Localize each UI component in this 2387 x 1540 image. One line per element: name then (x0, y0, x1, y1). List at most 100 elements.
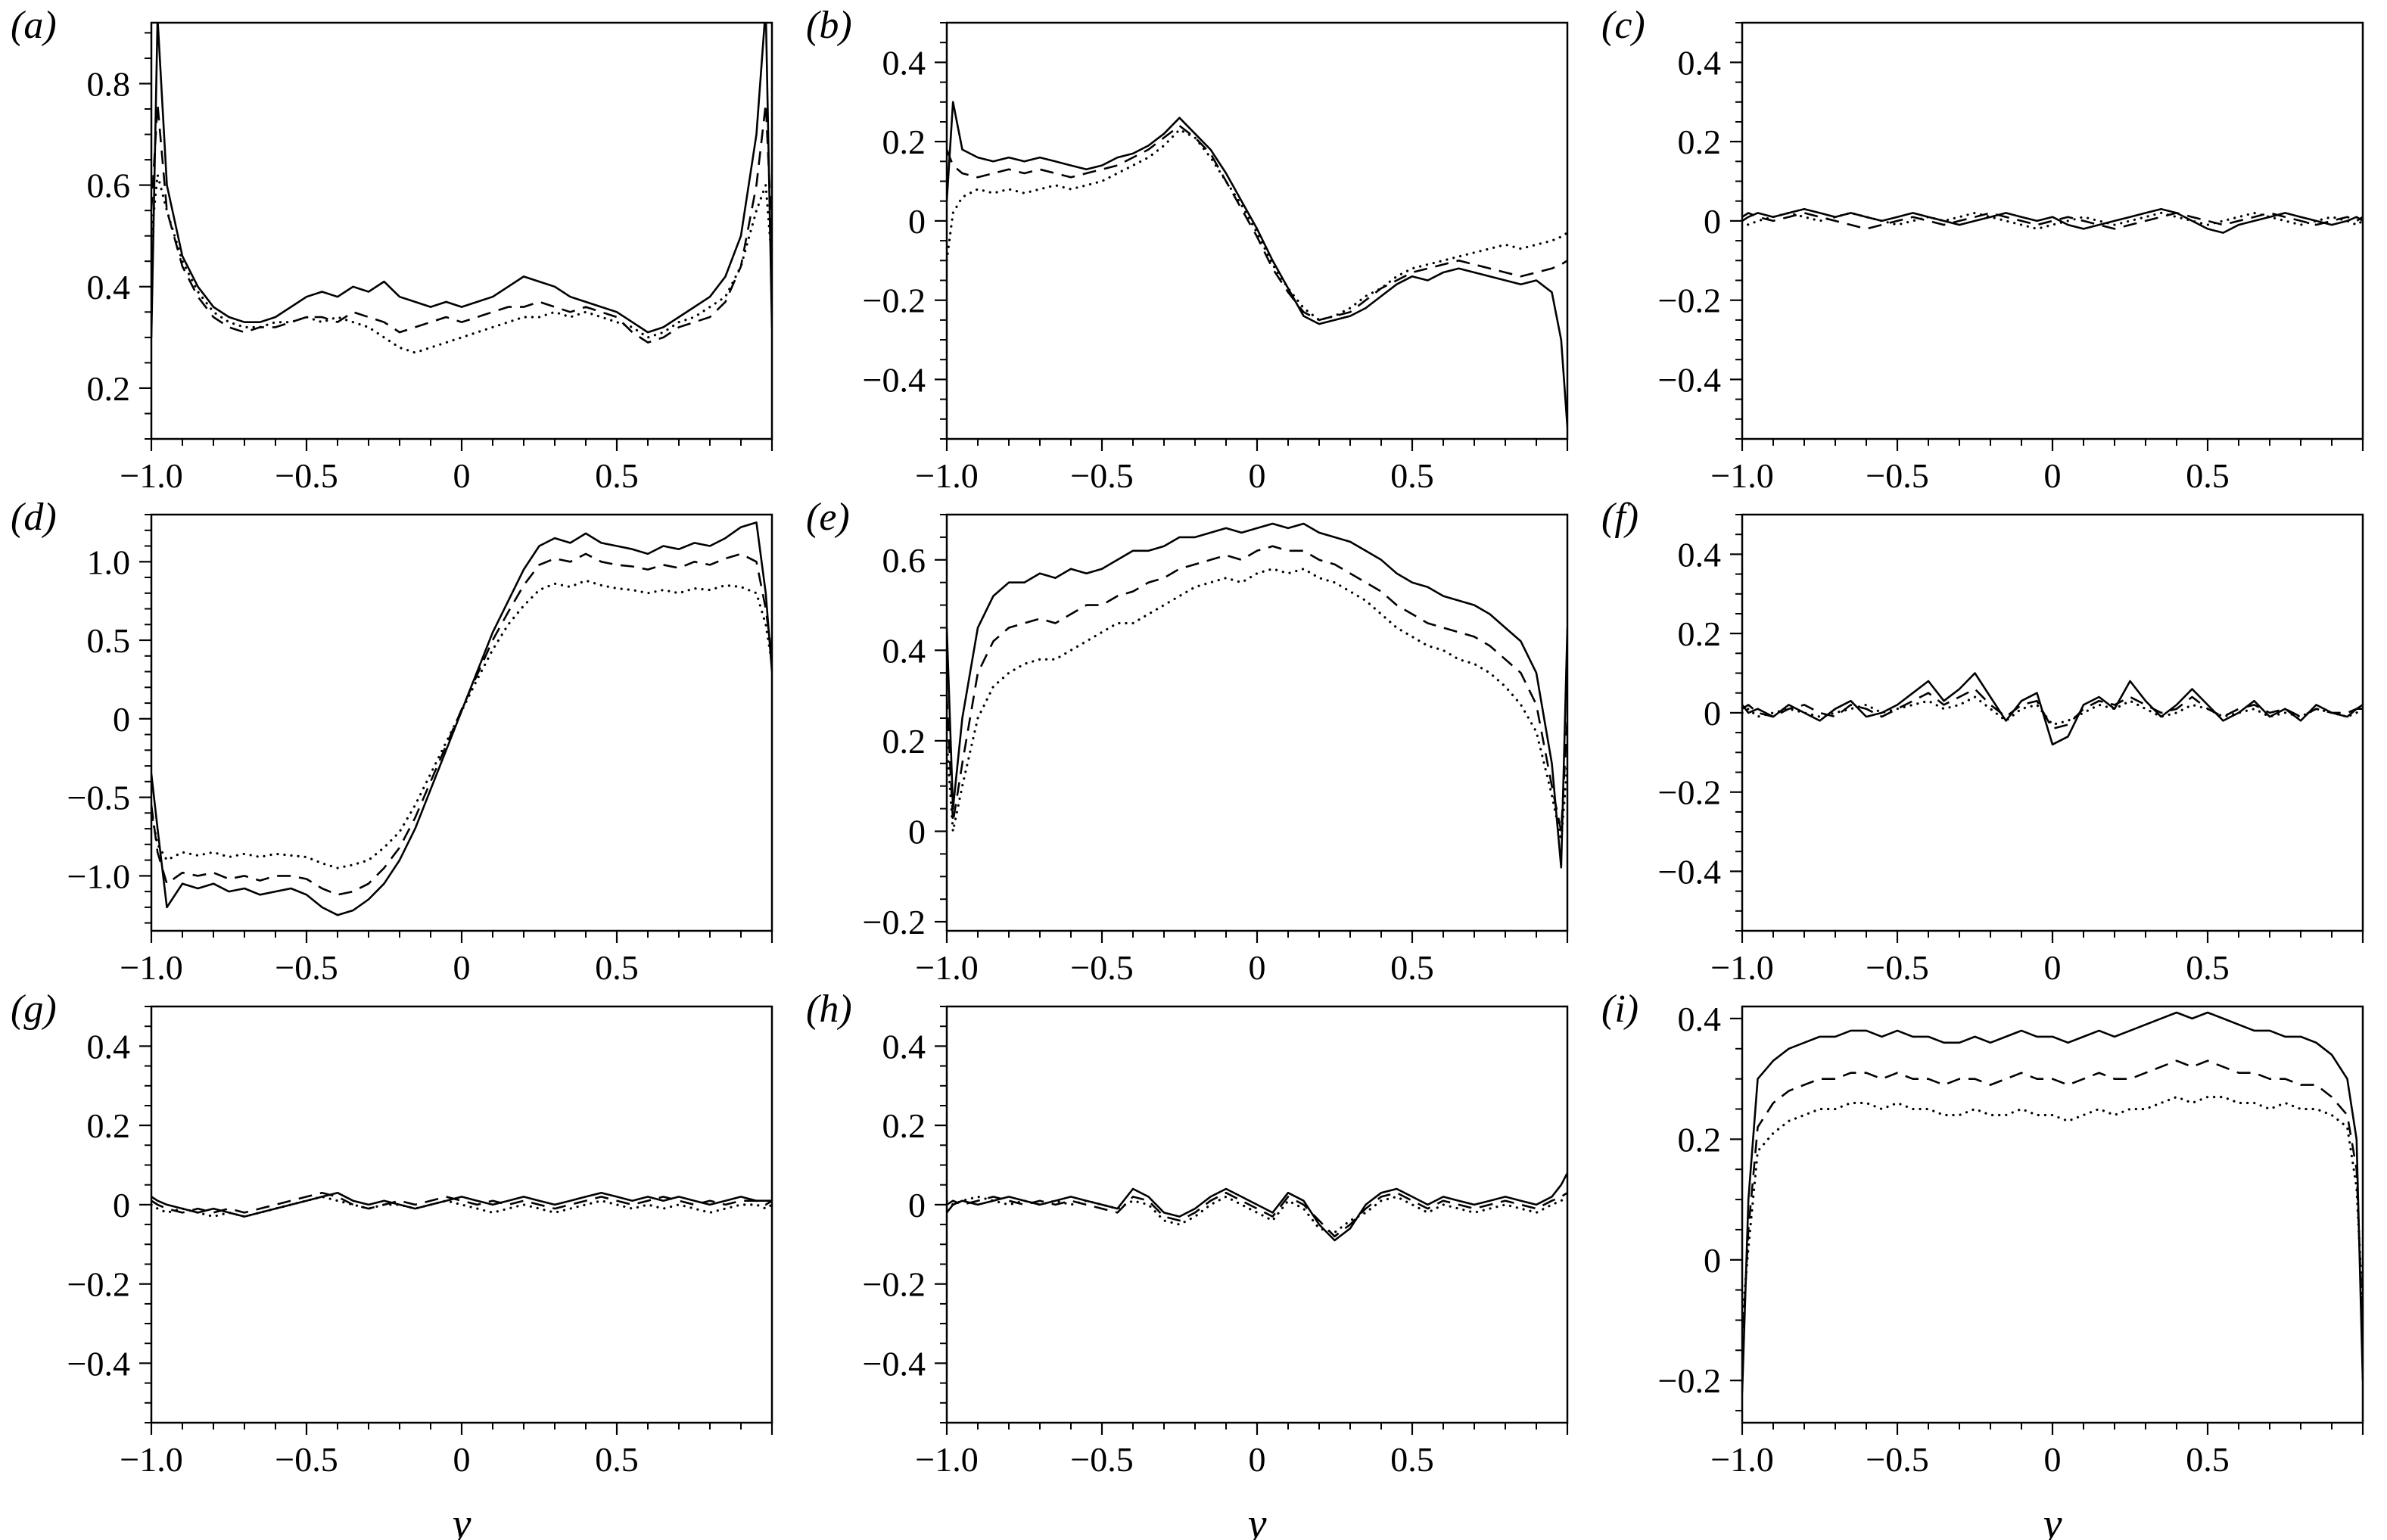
plot-b: −1.0 −0.5 0 0.5 −0.4 −0.2 0 0.2 0.4 (795, 0, 1591, 492)
plot-frame (150, 1005, 773, 1424)
curve-dashed (1742, 1059, 2363, 1351)
y-tick-label: 0.5 (87, 621, 131, 660)
x-tick-label: 0.5 (595, 948, 639, 984)
curve-solid (1742, 672, 2363, 746)
x-tick-label: −0.5 (1070, 948, 1133, 984)
x-tick-label: −0.5 (1866, 456, 1928, 492)
x-tick-label: −0.5 (275, 948, 338, 984)
plot-frame (1741, 21, 2364, 440)
curve-dotted (151, 173, 772, 354)
plot-svg-g: −1.0 −0.5 0 0.5 −0.4 −0.2 0 0.2 0.4 y (67, 1005, 773, 1540)
plot-d: −1.0 −0.5 0 0.5 −1.0 −0.5 0 0.5 1.0 (0, 492, 795, 984)
curve-solid (947, 101, 1567, 428)
y-tick-label: 0.2 (1678, 123, 1722, 161)
y-tick-label: 0.4 (87, 1027, 131, 1066)
panel-label-c: (c) (1601, 4, 1645, 47)
plot-a: −1.0 −0.5 0 0.5 0.2 0.4 0.6 0.8 (0, 0, 795, 492)
y-tick-label: 0 (1704, 202, 1721, 241)
y-tick-label: 0.4 (87, 268, 131, 306)
plot-svg-e: −1.0 −0.5 0 0.5 −0.2 0 0.2 0.4 0.6 (863, 513, 1569, 984)
x-axis-title: y (449, 1501, 471, 1540)
y-tick-label: 0.4 (882, 1027, 926, 1066)
curve-dashed (947, 124, 1567, 322)
y-tick-label: 0 (908, 202, 926, 241)
x-tick-label: 0.5 (2186, 456, 2230, 492)
y-tick-label: 0.8 (87, 65, 131, 104)
x-tick-label: 0 (1249, 1440, 1266, 1479)
y-tick-label: 0 (908, 1186, 926, 1224)
curve-dashed (947, 1191, 1567, 1238)
plot-frame (1741, 513, 2364, 932)
plot-svg-a: −1.0 −0.5 0 0.5 0.2 0.4 0.6 0.8 (87, 21, 773, 492)
plot-c: −1.0 −0.5 0 0.5 −0.4 −0.2 0 0.2 0.4 (1591, 0, 2387, 492)
x-axis-title: y (1244, 1501, 1267, 1540)
x-axis-title: y (2040, 1501, 2062, 1540)
x-tick-label: 0 (2044, 1440, 2062, 1479)
curve-solid (947, 1172, 1567, 1242)
x-tick-label: −1.0 (1710, 456, 1773, 492)
x-tick-label: −0.5 (1070, 456, 1133, 492)
plot-frame (945, 1005, 1569, 1424)
y-tick-label: 0 (1704, 694, 1721, 733)
plot-svg-h: −1.0 −0.5 0 0.5 −0.4 −0.2 0 0.2 0.4 y (863, 1005, 1569, 1540)
x-tick-label: −0.5 (1866, 948, 1928, 984)
y-tick-label: 0.4 (1678, 43, 1722, 82)
y-tick-label: −0.4 (1658, 852, 1721, 891)
y-tick-label: 0.2 (1678, 614, 1722, 653)
y-tick-label: −0.2 (1658, 773, 1721, 812)
y-tick-label: −0.5 (67, 779, 130, 817)
x-tick-label: 0.5 (2186, 948, 2230, 984)
x-tick-label: −1.0 (120, 948, 182, 984)
curve-dashed (151, 103, 772, 344)
panel-g: (g) −1.0 −0.5 0 0.5 −0.4 −0.2 0 0.2 0.4 y (0, 984, 795, 1540)
x-tick-label: 0 (1249, 456, 1266, 492)
curve-dashed (151, 552, 772, 896)
curve-dashed (151, 1191, 772, 1214)
curve-dotted (947, 568, 1567, 842)
x-tick-label: −0.5 (275, 456, 338, 492)
y-tick-label: −0.4 (67, 1344, 130, 1383)
y-tick-label: 0.2 (882, 123, 926, 161)
panel-label-d: (d) (11, 496, 57, 539)
panel-label-h: (h) (806, 988, 852, 1031)
plot-svg-f: −1.0 −0.5 0 0.5 −0.4 −0.2 0 0.2 0.4 (1658, 513, 2364, 984)
panel-label-i: (i) (1601, 988, 1639, 1031)
plot-e: −1.0 −0.5 0 0.5 −0.2 0 0.2 0.4 0.6 (795, 492, 1591, 984)
plot-svg-d: −1.0 −0.5 0 0.5 −1.0 −0.5 0 0.5 1.0 (67, 513, 773, 984)
plot-i: −1.0 −0.5 0 0.5 −0.2 0 0.2 0.4 y (1591, 984, 2387, 1540)
plot-svg-c: −1.0 −0.5 0 0.5 −0.4 −0.2 0 0.2 0.4 (1658, 21, 2364, 492)
panel-label-b: (b) (806, 4, 852, 47)
plot-svg-b: −1.0 −0.5 0 0.5 −0.4 −0.2 0 0.2 0.4 (863, 21, 1569, 492)
panel-label-e: (e) (806, 496, 850, 539)
panel-h: (h) −1.0 −0.5 0 0.5 −0.4 −0.2 0 0.2 0.4 y (795, 984, 1591, 1540)
y-tick-label: −1.0 (67, 857, 130, 895)
y-tick-label: 0.4 (882, 43, 926, 82)
x-tick-label: −1.0 (1710, 948, 1773, 984)
x-tick-label: 0.5 (595, 1440, 639, 1479)
curve-dashed (947, 545, 1567, 832)
x-tick-label: −0.5 (275, 1440, 338, 1479)
panel-b: (b) −1.0 −0.5 0 0.5 −0.4 −0.2 0 0.2 0.4 (795, 0, 1591, 492)
curve-dotted (1742, 1096, 2363, 1322)
y-tick-label: −0.2 (863, 903, 926, 941)
y-tick-label: −0.4 (863, 1344, 926, 1383)
x-tick-label: −1.0 (915, 1440, 978, 1479)
curve-dotted (151, 1195, 772, 1218)
plot-frame (150, 513, 773, 932)
panel-d: (d) −1.0 −0.5 0 0.5 −1.0 −0.5 0 0.5 1.0 (0, 492, 795, 984)
panel-label-a: (a) (11, 4, 57, 47)
x-tick-label: −1.0 (120, 1440, 182, 1479)
panel-i: (i) −1.0 −0.5 0 0.5 −0.2 0 0.2 0.4 y (1591, 984, 2387, 1540)
x-tick-label: 0 (2044, 456, 2062, 492)
y-tick-label: 0 (113, 700, 130, 739)
x-tick-label: 0 (453, 456, 471, 492)
curve-dotted (1742, 695, 2363, 726)
plot-h: −1.0 −0.5 0 0.5 −0.4 −0.2 0 0.2 0.4 y (795, 984, 1591, 1540)
x-tick-label: −1.0 (120, 456, 182, 492)
panel-a: (a) −1.0 −0.5 0 0.5 0.2 0.4 0.6 0.8 (0, 0, 795, 492)
plot-frame (150, 21, 773, 440)
panel-f: (f) −1.0 −0.5 0 0.5 −0.4 −0.2 0 0.2 0.4 (1591, 492, 2387, 984)
y-tick-label: −0.4 (863, 360, 926, 399)
x-tick-label: 0 (1249, 948, 1266, 984)
